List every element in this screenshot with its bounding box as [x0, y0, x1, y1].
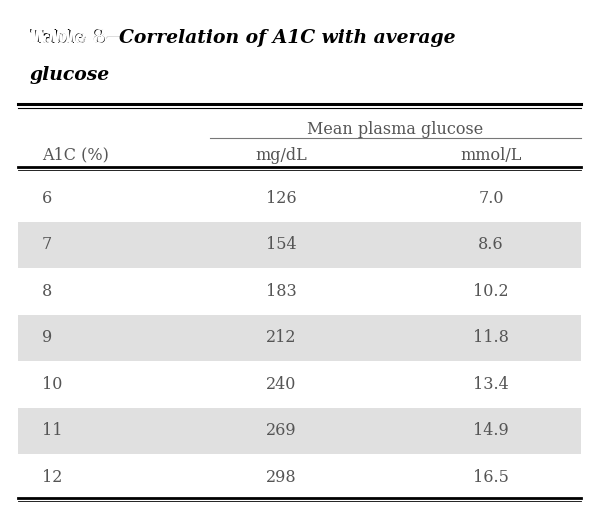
- Bar: [18, 222, 581, 268]
- Text: 11: 11: [42, 422, 62, 439]
- Text: 212: 212: [267, 329, 297, 346]
- Text: glucose: glucose: [30, 66, 110, 84]
- Text: 298: 298: [266, 469, 297, 486]
- Text: 183: 183: [266, 283, 297, 300]
- Text: mg/dL: mg/dL: [256, 147, 307, 164]
- Bar: [18, 315, 581, 361]
- Text: 8.6: 8.6: [479, 237, 504, 253]
- Text: 13.4: 13.4: [473, 376, 509, 393]
- Text: 10: 10: [42, 376, 62, 393]
- Text: Table 8—: Table 8—: [30, 29, 125, 47]
- Text: 7: 7: [42, 237, 52, 253]
- Bar: [18, 408, 581, 454]
- Text: 14.9: 14.9: [473, 422, 509, 439]
- Text: A1C (%): A1C (%): [42, 147, 109, 164]
- Text: 10.2: 10.2: [473, 283, 509, 300]
- Text: 16.5: 16.5: [473, 469, 509, 486]
- Text: 154: 154: [266, 237, 297, 253]
- Text: 6: 6: [42, 190, 52, 207]
- Text: Table 8—Correlation of A1C with average: Table 8—Correlation of A1C with average: [30, 29, 461, 47]
- Text: 269: 269: [266, 422, 297, 439]
- Text: 8: 8: [42, 283, 52, 300]
- Text: 9: 9: [42, 329, 52, 346]
- Text: mmol/L: mmol/L: [461, 147, 522, 164]
- Text: 12: 12: [42, 469, 62, 486]
- Text: Mean plasma glucose: Mean plasma glucose: [307, 121, 483, 138]
- Text: Correlation of A1C with average: Correlation of A1C with average: [119, 29, 455, 47]
- Text: 240: 240: [267, 376, 297, 393]
- Text: 126: 126: [266, 190, 297, 207]
- Text: 7.0: 7.0: [479, 190, 504, 207]
- Text: 11.8: 11.8: [473, 329, 509, 346]
